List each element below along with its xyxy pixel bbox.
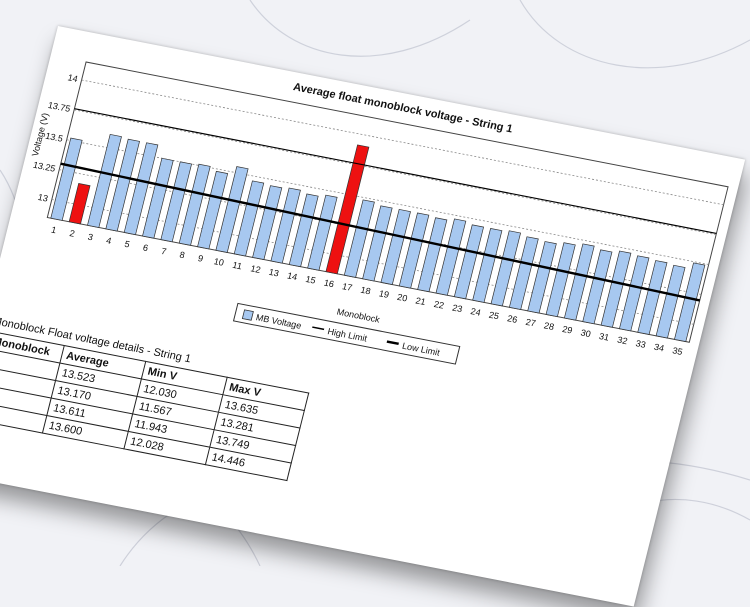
x-tick-label: 11 <box>231 260 243 271</box>
bar-monoblock-29 <box>563 243 595 321</box>
x-tick-label: 19 <box>378 288 390 300</box>
x-tick-label: 27 <box>525 317 537 329</box>
gridline <box>81 79 724 206</box>
x-tick-label: 20 <box>396 292 408 304</box>
bar-monoblock-21 <box>417 217 448 293</box>
bar-monoblock-3 <box>87 133 122 228</box>
x-tick-label: 1 <box>50 225 57 236</box>
bar-monoblock-12 <box>252 185 283 260</box>
bar-monoblock-34 <box>655 264 686 339</box>
x-tick-label: 32 <box>616 335 628 347</box>
x-tick-label: 18 <box>360 285 372 297</box>
x-tick-label: 9 <box>197 253 204 264</box>
x-tick-label: 35 <box>671 345 683 357</box>
x-tick-label: 7 <box>160 246 167 257</box>
gridline <box>59 169 702 295</box>
legend-line-high-limit <box>312 326 325 331</box>
x-tick-label: 28 <box>543 320 555 332</box>
x-tick-label: 34 <box>653 342 665 354</box>
x-tick-label: 4 <box>105 235 112 246</box>
bar-monoblock-13 <box>270 187 301 264</box>
bar-monoblock-14 <box>288 193 319 268</box>
x-tick-label: 26 <box>506 313 518 325</box>
gridline <box>66 139 709 265</box>
y-tick-label: 13 <box>37 192 49 204</box>
x-tick-label: 8 <box>179 250 186 261</box>
bar-monoblock-17 <box>343 199 375 278</box>
x-tick-label: 2 <box>68 228 75 239</box>
bar-monoblock-8 <box>178 163 211 246</box>
bar-monoblock-11 <box>233 180 265 257</box>
legend-frame <box>232 302 461 365</box>
x-tick-label: 30 <box>580 328 592 340</box>
x-tick-label: 15 <box>304 274 316 286</box>
bar-monoblock-22 <box>435 218 467 296</box>
bar-monoblock-5 <box>123 142 159 236</box>
gridline <box>74 109 717 236</box>
x-tick-label: 33 <box>635 338 647 350</box>
bar-monoblock-35 <box>674 262 706 342</box>
y-tick-label: 13.25 <box>32 160 57 174</box>
bar-monoblock-7 <box>160 161 193 243</box>
x-tick-label: 25 <box>488 310 500 322</box>
bars <box>50 133 706 342</box>
bar-monoblock-28 <box>545 242 576 318</box>
bar-monoblock-6 <box>142 157 174 239</box>
bar-monoblock-18 <box>362 205 393 282</box>
legend-line-low-limit <box>386 340 399 346</box>
bar-monoblock-25 <box>490 230 522 307</box>
gridline <box>51 199 694 325</box>
y-tick-label: 14 <box>67 72 79 84</box>
y-tick-label: 13.5 <box>44 131 64 144</box>
gridlines <box>51 79 724 325</box>
x-tick-label: 23 <box>451 303 463 315</box>
high-limit-line <box>74 108 717 235</box>
legend-swatch-mb-voltage <box>241 309 254 321</box>
bar-monoblock-2 <box>68 183 91 225</box>
bar-monoblock-1 <box>50 137 83 221</box>
bar-monoblock-31 <box>600 250 632 328</box>
x-tick-label: 5 <box>124 239 131 250</box>
low-limit-line <box>60 162 701 302</box>
x-tick-label: 17 <box>341 281 353 293</box>
bar-monoblock-26 <box>508 236 539 310</box>
bar-monoblock-20 <box>398 212 430 289</box>
bar-monoblock-30 <box>582 249 613 325</box>
x-tick-label: 13 <box>268 267 280 279</box>
bar-monoblock-10 <box>215 166 249 253</box>
x-axis-label: Monoblock <box>336 307 382 325</box>
chart-legend: MB Voltage High Limit Low Limit <box>232 302 461 365</box>
x-tick-label: 3 <box>87 232 94 243</box>
x-tick-label: 29 <box>561 324 573 336</box>
bar-monoblock-9 <box>197 170 229 250</box>
x-tick-label: 21 <box>415 295 427 307</box>
y-tick-label: 13.75 <box>47 100 72 114</box>
x-tick-labels: 1 2 3 4 5 6 7 8 9 10 11 12 13 14 15 16 17 18 19 20 21 22 23 24 2… <box>50 225 683 357</box>
y-tick-labels: 13 13.25 13.5 13.75 14 <box>32 72 79 204</box>
x-tick-label: 10 <box>213 256 225 268</box>
bar-monoblock-4 <box>105 138 140 232</box>
x-tick-label: 16 <box>323 278 335 290</box>
bar-monoblock-16 <box>325 144 370 275</box>
x-tick-label: 31 <box>598 331 610 343</box>
bar-monoblock-19 <box>380 208 411 285</box>
bar-monoblock-27 <box>527 241 557 314</box>
bar-monoblock-24 <box>472 228 503 303</box>
x-tick-label: 6 <box>142 242 149 253</box>
x-tick-label: 14 <box>286 270 298 282</box>
bar-monoblock-15 <box>307 194 338 271</box>
x-tick-label: 22 <box>433 299 445 311</box>
x-tick-label: 12 <box>249 263 261 275</box>
x-tick-label: 24 <box>470 306 482 318</box>
bar-monoblock-23 <box>453 224 485 300</box>
bar-monoblock-32 <box>618 255 650 332</box>
limit-lines <box>60 108 717 302</box>
bar-monoblock-33 <box>637 260 668 335</box>
